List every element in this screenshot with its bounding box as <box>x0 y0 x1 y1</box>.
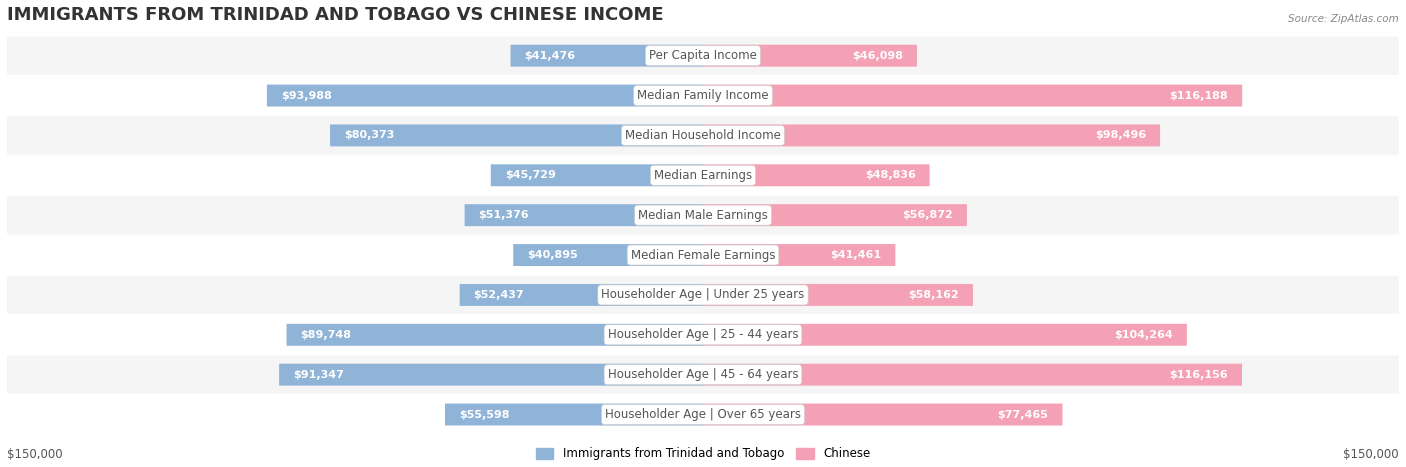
Text: Source: ZipAtlas.com: Source: ZipAtlas.com <box>1288 14 1399 24</box>
Text: $56,872: $56,872 <box>903 210 953 220</box>
FancyBboxPatch shape <box>267 85 703 106</box>
FancyBboxPatch shape <box>7 77 1399 115</box>
FancyBboxPatch shape <box>703 364 1241 386</box>
Legend: Immigrants from Trinidad and Tobago, Chinese: Immigrants from Trinidad and Tobago, Chi… <box>536 447 870 460</box>
FancyBboxPatch shape <box>703 85 1241 106</box>
Text: $104,264: $104,264 <box>1114 330 1173 340</box>
Text: $51,376: $51,376 <box>478 210 529 220</box>
Text: $40,895: $40,895 <box>527 250 578 260</box>
FancyBboxPatch shape <box>703 124 1160 146</box>
FancyBboxPatch shape <box>464 204 703 226</box>
Text: $55,598: $55,598 <box>458 410 509 419</box>
Text: $41,476: $41,476 <box>524 50 575 61</box>
Text: $93,988: $93,988 <box>281 91 332 100</box>
Text: $91,347: $91,347 <box>292 370 344 380</box>
FancyBboxPatch shape <box>460 284 703 306</box>
Text: Median Family Income: Median Family Income <box>637 89 769 102</box>
FancyBboxPatch shape <box>7 396 1399 434</box>
FancyBboxPatch shape <box>7 276 1399 314</box>
Text: IMMIGRANTS FROM TRINIDAD AND TOBAGO VS CHINESE INCOME: IMMIGRANTS FROM TRINIDAD AND TOBAGO VS C… <box>7 6 664 24</box>
FancyBboxPatch shape <box>287 324 703 346</box>
FancyBboxPatch shape <box>703 45 917 67</box>
FancyBboxPatch shape <box>7 116 1399 155</box>
FancyBboxPatch shape <box>7 156 1399 194</box>
Text: $116,188: $116,188 <box>1170 91 1229 100</box>
FancyBboxPatch shape <box>491 164 703 186</box>
Text: $116,156: $116,156 <box>1170 370 1227 380</box>
Text: Householder Age | 25 - 44 years: Householder Age | 25 - 44 years <box>607 328 799 341</box>
Text: $58,162: $58,162 <box>908 290 959 300</box>
FancyBboxPatch shape <box>703 324 1187 346</box>
Text: Median Male Earnings: Median Male Earnings <box>638 209 768 222</box>
FancyBboxPatch shape <box>7 196 1399 234</box>
FancyBboxPatch shape <box>703 204 967 226</box>
Text: Median Household Income: Median Household Income <box>626 129 780 142</box>
Text: $52,437: $52,437 <box>474 290 524 300</box>
FancyBboxPatch shape <box>703 284 973 306</box>
FancyBboxPatch shape <box>513 244 703 266</box>
FancyBboxPatch shape <box>7 36 1399 75</box>
Text: $48,836: $48,836 <box>865 170 915 180</box>
FancyBboxPatch shape <box>7 236 1399 274</box>
Text: $80,373: $80,373 <box>344 130 394 141</box>
Text: $41,461: $41,461 <box>831 250 882 260</box>
FancyBboxPatch shape <box>280 364 703 386</box>
FancyBboxPatch shape <box>330 124 703 146</box>
Text: $46,098: $46,098 <box>852 50 903 61</box>
FancyBboxPatch shape <box>703 164 929 186</box>
FancyBboxPatch shape <box>703 403 1063 425</box>
Text: $150,000: $150,000 <box>7 448 63 461</box>
Text: $89,748: $89,748 <box>301 330 352 340</box>
Text: Per Capita Income: Per Capita Income <box>650 49 756 62</box>
Text: $45,729: $45,729 <box>505 170 555 180</box>
Text: Median Female Earnings: Median Female Earnings <box>631 248 775 262</box>
Text: Householder Age | 45 - 64 years: Householder Age | 45 - 64 years <box>607 368 799 381</box>
FancyBboxPatch shape <box>7 355 1399 394</box>
FancyBboxPatch shape <box>703 244 896 266</box>
FancyBboxPatch shape <box>7 316 1399 354</box>
Text: $77,465: $77,465 <box>998 410 1049 419</box>
Text: $98,496: $98,496 <box>1095 130 1146 141</box>
Text: $150,000: $150,000 <box>1343 448 1399 461</box>
FancyBboxPatch shape <box>446 403 703 425</box>
FancyBboxPatch shape <box>510 45 703 67</box>
Text: Householder Age | Under 25 years: Householder Age | Under 25 years <box>602 289 804 301</box>
Text: Median Earnings: Median Earnings <box>654 169 752 182</box>
Text: Householder Age | Over 65 years: Householder Age | Over 65 years <box>605 408 801 421</box>
